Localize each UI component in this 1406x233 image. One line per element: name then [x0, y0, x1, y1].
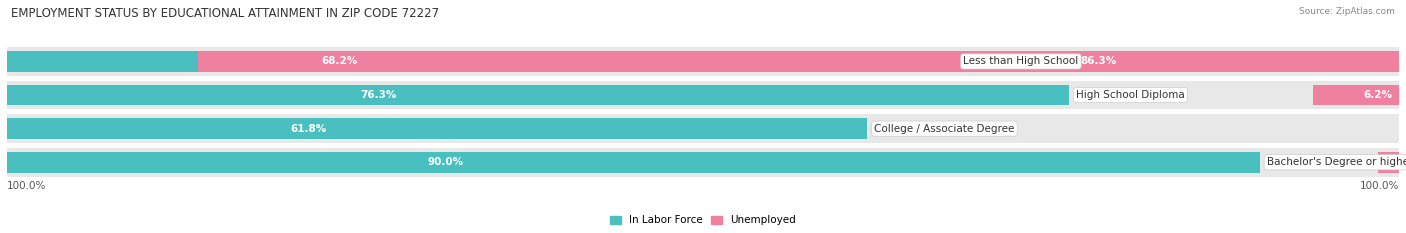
- Text: Bachelor's Degree or higher: Bachelor's Degree or higher: [1267, 157, 1406, 167]
- Bar: [7, 85, 1069, 106]
- Bar: [7, 152, 1260, 173]
- Text: 76.3%: 76.3%: [360, 90, 396, 100]
- Bar: [198, 51, 1399, 72]
- Bar: [7, 148, 1399, 177]
- Bar: [7, 51, 956, 72]
- Text: 1.5%: 1.5%: [1340, 157, 1367, 167]
- Text: Less than High School: Less than High School: [963, 56, 1078, 66]
- Bar: [7, 114, 1399, 143]
- Text: High School Diploma: High School Diploma: [1076, 90, 1185, 100]
- Text: 86.3%: 86.3%: [1081, 56, 1116, 66]
- Bar: [1313, 85, 1399, 106]
- Text: 68.2%: 68.2%: [321, 56, 357, 66]
- Text: 61.8%: 61.8%: [290, 124, 326, 134]
- Bar: [7, 47, 1399, 76]
- Text: 100.0%: 100.0%: [1360, 181, 1399, 191]
- Text: Source: ZipAtlas.com: Source: ZipAtlas.com: [1299, 7, 1395, 16]
- Bar: [7, 118, 868, 139]
- Legend: In Labor Force, Unemployed: In Labor Force, Unemployed: [606, 211, 800, 230]
- Text: College / Associate Degree: College / Associate Degree: [875, 124, 1015, 134]
- Text: 100.0%: 100.0%: [7, 181, 46, 191]
- Bar: [7, 81, 1399, 109]
- Text: 6.2%: 6.2%: [1362, 90, 1392, 100]
- Bar: [1378, 152, 1399, 173]
- Text: EMPLOYMENT STATUS BY EDUCATIONAL ATTAINMENT IN ZIP CODE 72227: EMPLOYMENT STATUS BY EDUCATIONAL ATTAINM…: [11, 7, 439, 20]
- Text: 90.0%: 90.0%: [427, 157, 464, 167]
